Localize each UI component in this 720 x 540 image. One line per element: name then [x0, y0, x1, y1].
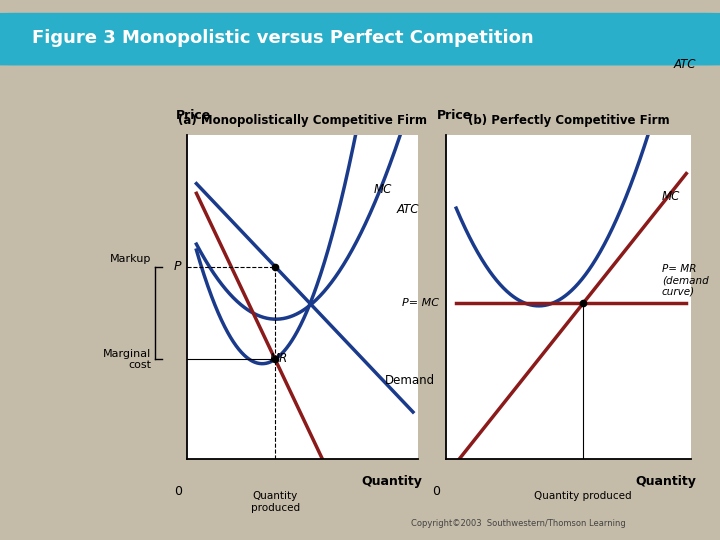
- Text: Quantity: Quantity: [635, 475, 696, 488]
- Text: Demand: Demand: [385, 374, 436, 388]
- Title: (b) Perfectly Competitive Firm: (b) Perfectly Competitive Firm: [468, 114, 670, 127]
- Text: ATC: ATC: [674, 58, 696, 71]
- Text: P= MC: P= MC: [402, 299, 439, 308]
- Text: 0: 0: [433, 485, 441, 498]
- Text: Marginal
cost: Marginal cost: [103, 348, 151, 370]
- Text: ATC: ATC: [397, 202, 419, 216]
- Text: Markup: Markup: [110, 254, 151, 264]
- Text: Copyright©2003  Southwestern/Thomson Learning: Copyright©2003 Southwestern/Thomson Lear…: [411, 519, 626, 528]
- Text: Price: Price: [176, 109, 211, 122]
- Text: Quantity produced: Quantity produced: [534, 491, 631, 502]
- Text: MR: MR: [270, 352, 289, 365]
- Text: Quantity: Quantity: [361, 475, 422, 488]
- Text: Figure 3 Monopolistic versus Perfect Competition: Figure 3 Monopolistic versus Perfect Com…: [32, 29, 534, 47]
- Text: P= MR
(demand
curve): P= MR (demand curve): [662, 264, 708, 297]
- FancyBboxPatch shape: [0, 14, 720, 65]
- Title: (a) Monopolistically Competitive Firm: (a) Monopolistically Competitive Firm: [178, 114, 427, 127]
- Text: Quantity
produced: Quantity produced: [251, 491, 300, 513]
- Text: P: P: [174, 260, 181, 273]
- Text: MC: MC: [374, 183, 392, 197]
- Text: MC: MC: [662, 191, 680, 204]
- Text: Price: Price: [436, 109, 472, 122]
- Text: 0: 0: [174, 485, 182, 498]
